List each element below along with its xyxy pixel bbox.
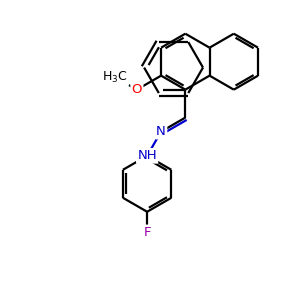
- Text: H$_3$C: H$_3$C: [102, 70, 128, 85]
- Text: N: N: [156, 125, 166, 138]
- Text: F: F: [143, 226, 151, 239]
- Text: NH: NH: [137, 149, 157, 162]
- Text: O: O: [132, 83, 142, 96]
